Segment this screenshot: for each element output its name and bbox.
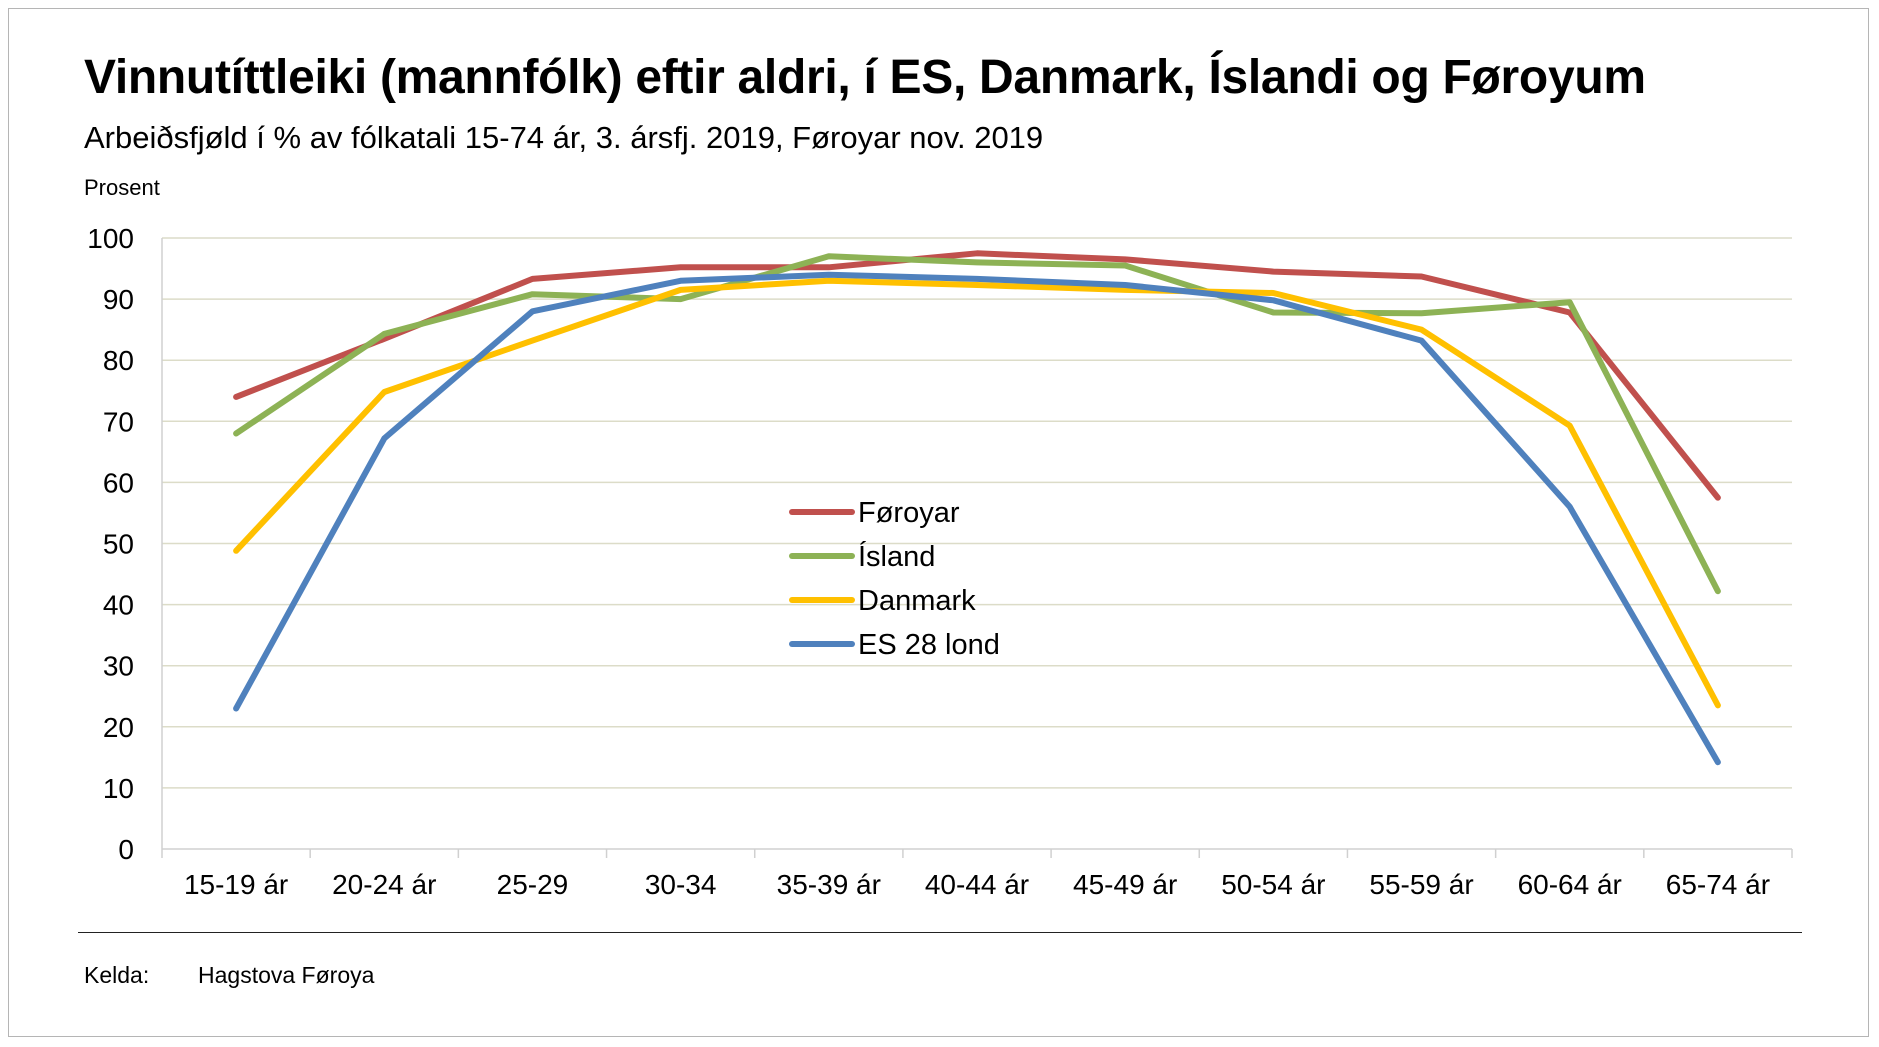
data-point	[1715, 588, 1721, 594]
y-axis-label: Prosent	[84, 175, 160, 200]
legend-label: Ísland	[858, 540, 935, 573]
y-tick-label: 40	[103, 590, 134, 621]
data-point	[1567, 310, 1573, 316]
data-point	[1715, 759, 1721, 765]
data-point	[233, 431, 239, 437]
data-point	[529, 276, 535, 282]
x-tick-label: 30-34	[645, 869, 717, 900]
y-tick-labels: 0 10 20 30 40 50 60 70 80 90 100	[87, 223, 134, 865]
gridlines	[162, 237, 1792, 789]
data-point	[1567, 504, 1573, 510]
data-point	[1270, 310, 1276, 316]
y-tick-label: 90	[103, 284, 134, 315]
x-tick-label: 15-19 ár	[184, 869, 288, 900]
x-tick-label: 60-64 ár	[1518, 869, 1622, 900]
data-point	[826, 253, 832, 259]
data-point	[381, 331, 387, 337]
data-point	[974, 276, 980, 282]
data-point	[826, 278, 832, 284]
data-point	[1715, 702, 1721, 708]
x-tick-label: 45-49 ár	[1073, 869, 1177, 900]
data-point	[529, 338, 535, 344]
legend-label: ES 28 lond	[858, 629, 1000, 661]
data-point	[1419, 310, 1425, 316]
data-point	[1270, 290, 1276, 296]
series-lines	[233, 250, 1721, 766]
axes	[161, 238, 1793, 858]
data-point	[1122, 282, 1128, 288]
data-point	[678, 296, 684, 302]
legend: Føroyar Ísland Danmark ES 28 lond	[789, 497, 1000, 661]
data-point	[1419, 338, 1425, 344]
y-tick-label: 10	[103, 773, 134, 804]
y-tick-label: 100	[87, 223, 134, 254]
y-tick-label: 60	[103, 467, 134, 498]
y-tick-label: 70	[103, 406, 134, 437]
data-point	[381, 389, 387, 395]
source-label: Kelda:	[84, 962, 150, 988]
y-tick-label: 20	[103, 712, 134, 743]
data-point	[1270, 269, 1276, 275]
data-point	[974, 259, 980, 265]
chart-subtitle: Arbeiðsfjøld í % av fólkatali 15-74 ár, …	[84, 120, 1044, 155]
data-point	[1122, 262, 1128, 268]
data-point	[1567, 299, 1573, 305]
data-point	[381, 435, 387, 441]
data-point	[1715, 495, 1721, 501]
data-point	[1122, 256, 1128, 262]
y-tick-label: 0	[118, 834, 134, 865]
x-tick-labels: 15-19 ár 20-24 ár 25-29 30-34 35-39 ár 40-44 …	[184, 869, 1770, 900]
chart-frame	[8, 8, 1869, 1037]
series-line	[233, 271, 1721, 766]
data-point	[233, 394, 239, 400]
x-tick-label: 20-24 ár	[332, 869, 436, 900]
data-point	[529, 308, 535, 314]
x-tick-label: 55-59 ár	[1369, 869, 1473, 900]
data-point	[974, 282, 980, 288]
data-point	[678, 287, 684, 293]
data-point	[974, 250, 980, 256]
data-point	[826, 264, 832, 270]
y-tick-label: 30	[103, 651, 134, 682]
data-point	[529, 291, 535, 297]
data-point	[233, 705, 239, 711]
x-tick-label: 25-29	[497, 869, 569, 900]
legend-label: Føroyar	[858, 497, 960, 529]
data-point	[1419, 273, 1425, 279]
data-point	[678, 264, 684, 270]
data-point	[1270, 297, 1276, 303]
footer-divider	[78, 932, 1802, 933]
data-point	[678, 278, 684, 284]
data-point	[1122, 287, 1128, 293]
source-value: Hagstova Føroya	[198, 962, 375, 988]
y-tick-label: 80	[103, 345, 134, 376]
legend-label: Danmark	[858, 585, 976, 617]
data-point	[826, 272, 832, 278]
chart-title: Vinnutíttleiki (mannfólk) eftir aldri, í…	[84, 51, 1646, 104]
x-tick-label: 35-39 ár	[777, 869, 881, 900]
data-point	[233, 548, 239, 554]
x-tick-label: 40-44 ár	[925, 869, 1029, 900]
y-tick-label: 50	[103, 529, 134, 560]
x-tick-label: 50-54 ár	[1221, 869, 1325, 900]
data-point	[1567, 423, 1573, 429]
x-tick-label: 65-74 ár	[1666, 869, 1770, 900]
data-point	[1419, 327, 1425, 333]
